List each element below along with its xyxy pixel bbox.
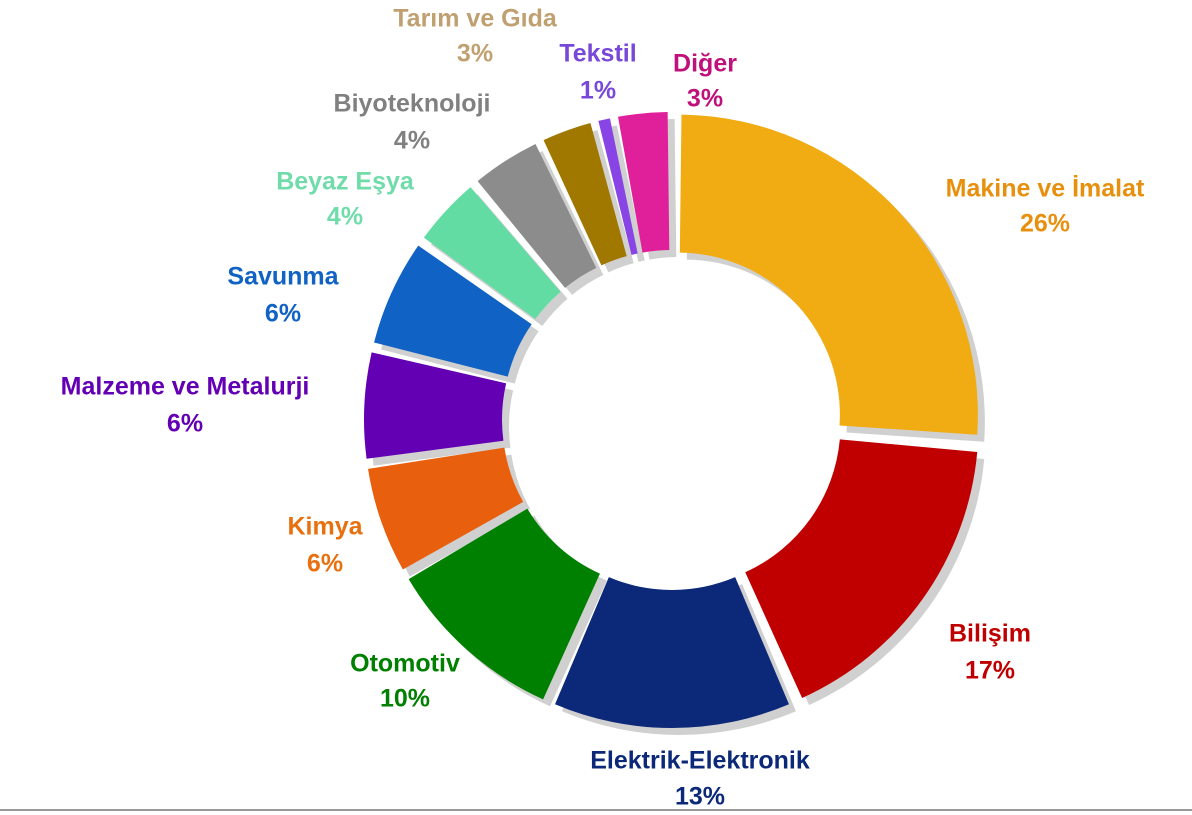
slice-label: Makine ve İmalat [946, 175, 1145, 203]
slice-value: 26% [1020, 210, 1070, 238]
slice-label: Beyaz Eşya [276, 168, 415, 196]
slice-label: Bilişim [949, 620, 1031, 648]
slice-value: 1% [580, 77, 616, 105]
slice-value: 6% [265, 300, 301, 328]
slice [374, 245, 532, 377]
slice-value: 4% [394, 127, 430, 155]
slice-value: 10% [380, 685, 430, 713]
slice-value: 3% [457, 40, 493, 68]
slice [543, 123, 627, 266]
slice-label: Elektrik-Elektronik [590, 747, 810, 775]
slice-value: 6% [167, 410, 203, 438]
slice [598, 118, 638, 255]
slice [408, 508, 600, 700]
slice [364, 352, 507, 459]
slice-label: Tekstil [559, 40, 636, 68]
slice [745, 439, 978, 699]
slice-label: Diğer [673, 50, 737, 78]
slice-value: 6% [307, 550, 343, 578]
slice [423, 187, 561, 320]
slice [368, 447, 524, 570]
slice-label: Kimya [287, 513, 363, 541]
slice-label: Savunma [227, 263, 339, 291]
slice-value: 4% [327, 203, 363, 231]
slice-value: 17% [965, 657, 1015, 685]
slice-value: 13% [675, 783, 725, 811]
slice-label: Otomotiv [350, 650, 460, 678]
slice [679, 114, 978, 435]
slice [555, 577, 789, 728]
slice [477, 143, 597, 288]
slice-value: 3% [687, 85, 723, 113]
slice-label: Biyoteknoloji [334, 90, 491, 118]
slice-label: Tarım ve Gıda [393, 5, 558, 33]
slice [618, 112, 670, 253]
slice-label: Malzeme ve Metalurji [61, 373, 310, 401]
